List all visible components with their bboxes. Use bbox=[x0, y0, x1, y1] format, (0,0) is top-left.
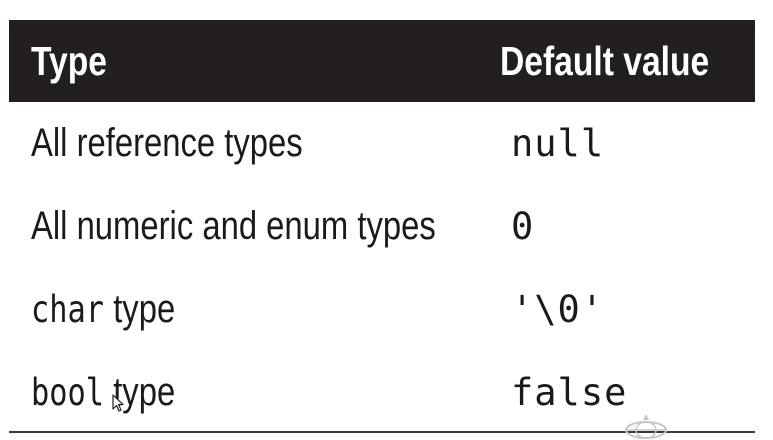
row-type: All numeric and enum types bbox=[31, 204, 436, 248]
table-row: bool type false bbox=[9, 351, 755, 434]
row-default-value: null bbox=[511, 122, 605, 165]
table-row: All reference types null bbox=[9, 102, 755, 185]
table-row: char type '\0' bbox=[9, 268, 755, 351]
row-type-code: char bbox=[31, 288, 105, 331]
header-type: Type bbox=[31, 37, 107, 84]
row-default-value: false bbox=[511, 371, 628, 414]
row-type-suffix: type bbox=[113, 287, 176, 331]
header-default-cell: Default value bbox=[500, 38, 755, 85]
header-type-cell: Type bbox=[9, 38, 500, 85]
table-header: Type Default value bbox=[9, 20, 755, 102]
row-type-suffix: type bbox=[113, 370, 176, 414]
row-type: All reference types bbox=[31, 121, 303, 165]
mouse-cursor-icon bbox=[112, 394, 124, 412]
header-default-value: Default value bbox=[499, 37, 710, 84]
watermark-emblem-icon bbox=[625, 414, 667, 439]
table-bottom-rule bbox=[9, 431, 755, 433]
default-values-table: Type Default value All reference types n… bbox=[9, 20, 755, 434]
table-row: All numeric and enum types 0 bbox=[9, 185, 755, 268]
row-default-value: 0 bbox=[511, 205, 535, 248]
row-type-code: bool bbox=[31, 371, 105, 414]
row-default-value: '\0' bbox=[511, 288, 605, 331]
